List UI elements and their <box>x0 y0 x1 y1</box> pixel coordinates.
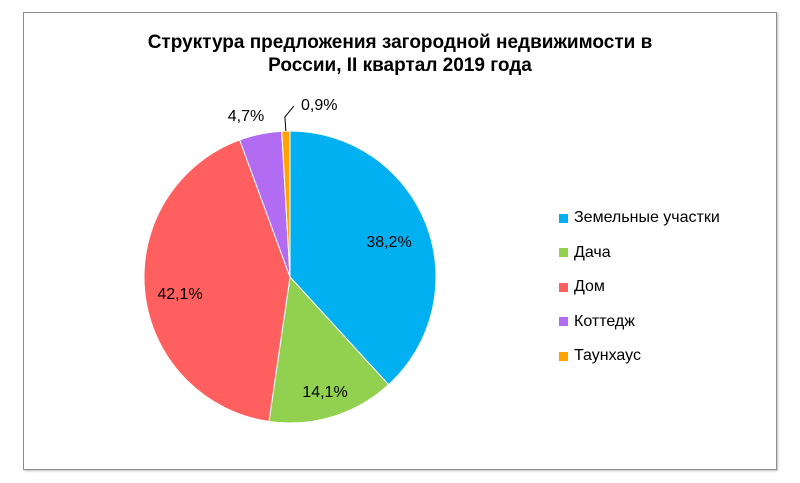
leader-line-taunhaus <box>284 105 295 132</box>
legend-entry-4: Коттедж <box>559 305 720 340</box>
pie-slice-3 <box>143 139 291 423</box>
legend-swatch-2 <box>559 248 568 258</box>
legend-label-2: Дача <box>574 243 611 261</box>
chart-title-line-1: Структура предложения загородной недвижи… <box>147 32 653 53</box>
pie-slice-2 <box>268 275 390 424</box>
legend-swatch-3 <box>559 282 568 292</box>
legend-swatch-5 <box>559 351 568 361</box>
data-label-1: 38,2% <box>366 234 411 251</box>
legend-swatch-1 <box>559 213 568 223</box>
legend-entry-5: Таунхаус <box>559 339 720 374</box>
data-label-5: 0,9% <box>301 97 337 114</box>
legend-swatch-4 <box>559 317 568 327</box>
data-label-4: 4,7% <box>228 108 264 125</box>
legend-entry-2: Дача <box>559 236 720 271</box>
data-label-3: 42,1% <box>157 286 202 303</box>
legend-label-3: Дом <box>574 278 605 296</box>
legend-label-1: Земельные участки <box>574 209 720 227</box>
legend-label-5: Таунхаус <box>574 347 641 365</box>
pie-slice-1 <box>289 130 437 386</box>
legend-label-4: Коттедж <box>574 312 635 330</box>
legend: Земельные участки Дача Дом Коттедж Таунхаус <box>559 201 720 374</box>
chart-title-line-2: России, II квартал 2019 года <box>268 55 532 76</box>
data-label-2: 14,1% <box>302 384 347 401</box>
pie-chart: 38,2% 14,1% 42,1% 4,7% 0,9% <box>143 97 437 424</box>
legend-entry-1: Земельные участки <box>559 201 720 236</box>
chart-frame: Структура предложения загородной недвижи… <box>23 12 777 470</box>
chart-title: Структура предложения загородной недвижи… <box>24 31 776 77</box>
legend-entry-3: Дом <box>559 270 720 305</box>
